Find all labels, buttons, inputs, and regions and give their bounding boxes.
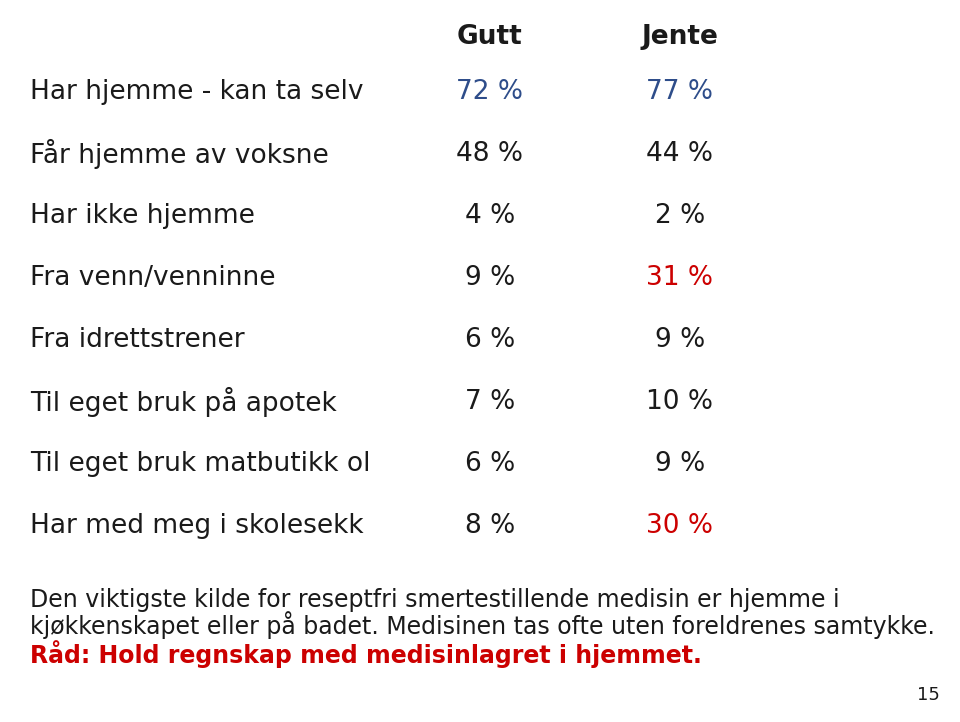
Text: Har ikke hjemme: Har ikke hjemme: [30, 203, 254, 229]
Text: 10 %: 10 %: [646, 389, 713, 415]
Text: 44 %: 44 %: [646, 141, 713, 167]
Text: 30 %: 30 %: [646, 513, 713, 539]
Text: Til eget bruk matbutikk ol: Til eget bruk matbutikk ol: [30, 451, 371, 477]
Text: 48 %: 48 %: [457, 141, 523, 167]
Text: Den viktigste kilde for reseptfri smertestillende medisin er hjemme i: Den viktigste kilde for reseptfri smerte…: [30, 588, 840, 612]
Text: 72 %: 72 %: [457, 79, 523, 105]
Text: 9 %: 9 %: [655, 451, 706, 477]
Text: 6 %: 6 %: [465, 451, 516, 477]
Text: Har hjemme - kan ta selv: Har hjemme - kan ta selv: [30, 79, 364, 105]
Text: 8 %: 8 %: [465, 513, 516, 539]
Text: 7 %: 7 %: [465, 389, 516, 415]
Text: Gutt: Gutt: [457, 24, 523, 50]
Text: 77 %: 77 %: [646, 79, 713, 105]
Text: 4 %: 4 %: [465, 203, 516, 229]
Text: Jente: Jente: [641, 24, 718, 50]
Text: 6 %: 6 %: [465, 327, 516, 353]
Text: Har med meg i skolesekk: Har med meg i skolesekk: [30, 513, 364, 539]
Text: kjøkkenskapet eller på badet. Medisinen tas ofte uten foreldrenes samtykke.: kjøkkenskapet eller på badet. Medisinen …: [30, 611, 935, 639]
Text: Råd: Hold regnskap med medisinlagret i hjemmet.: Råd: Hold regnskap med medisinlagret i h…: [30, 640, 702, 668]
Text: 15: 15: [917, 686, 940, 704]
Text: Får hjemme av voksne: Får hjemme av voksne: [30, 139, 328, 169]
Text: Fra idrettstrener: Fra idrettstrener: [30, 327, 245, 353]
Text: 9 %: 9 %: [465, 265, 516, 291]
Text: Til eget bruk på apotek: Til eget bruk på apotek: [30, 387, 337, 417]
Text: 31 %: 31 %: [646, 265, 713, 291]
Text: 2 %: 2 %: [655, 203, 706, 229]
Text: Fra venn/venninne: Fra venn/venninne: [30, 265, 276, 291]
Text: 9 %: 9 %: [655, 327, 706, 353]
